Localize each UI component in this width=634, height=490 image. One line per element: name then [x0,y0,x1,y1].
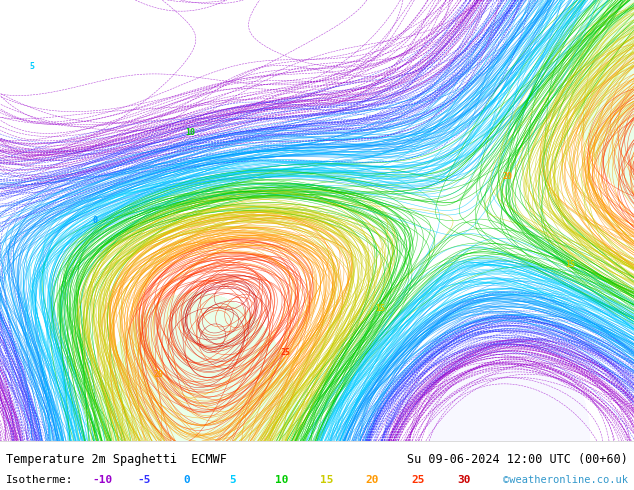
Text: 10: 10 [275,475,288,485]
Text: 15: 15 [320,475,333,485]
Text: 10: 10 [185,128,195,137]
Text: 20: 20 [502,172,512,181]
Text: 5: 5 [229,475,236,485]
Text: 30: 30 [457,475,470,485]
Text: Su 09-06-2024 12:00 UTC (00+60): Su 09-06-2024 12:00 UTC (00+60) [407,453,628,466]
Text: 15: 15 [375,304,385,313]
Text: 25: 25 [280,348,290,357]
Text: 5: 5 [29,62,34,71]
Text: -10: -10 [92,475,112,485]
Text: 20: 20 [366,475,379,485]
Text: 25: 25 [411,475,425,485]
Text: 0: 0 [93,216,98,225]
Text: -5: -5 [138,475,151,485]
Text: Temperature 2m Spaghetti  ECMWF: Temperature 2m Spaghetti ECMWF [6,453,227,466]
Text: 20: 20 [153,370,164,379]
Text: 0: 0 [183,475,190,485]
Text: ©weatheronline.co.uk: ©weatheronline.co.uk [503,475,628,485]
Text: Isotherme:: Isotherme: [6,475,74,485]
Text: 15: 15 [566,260,576,269]
